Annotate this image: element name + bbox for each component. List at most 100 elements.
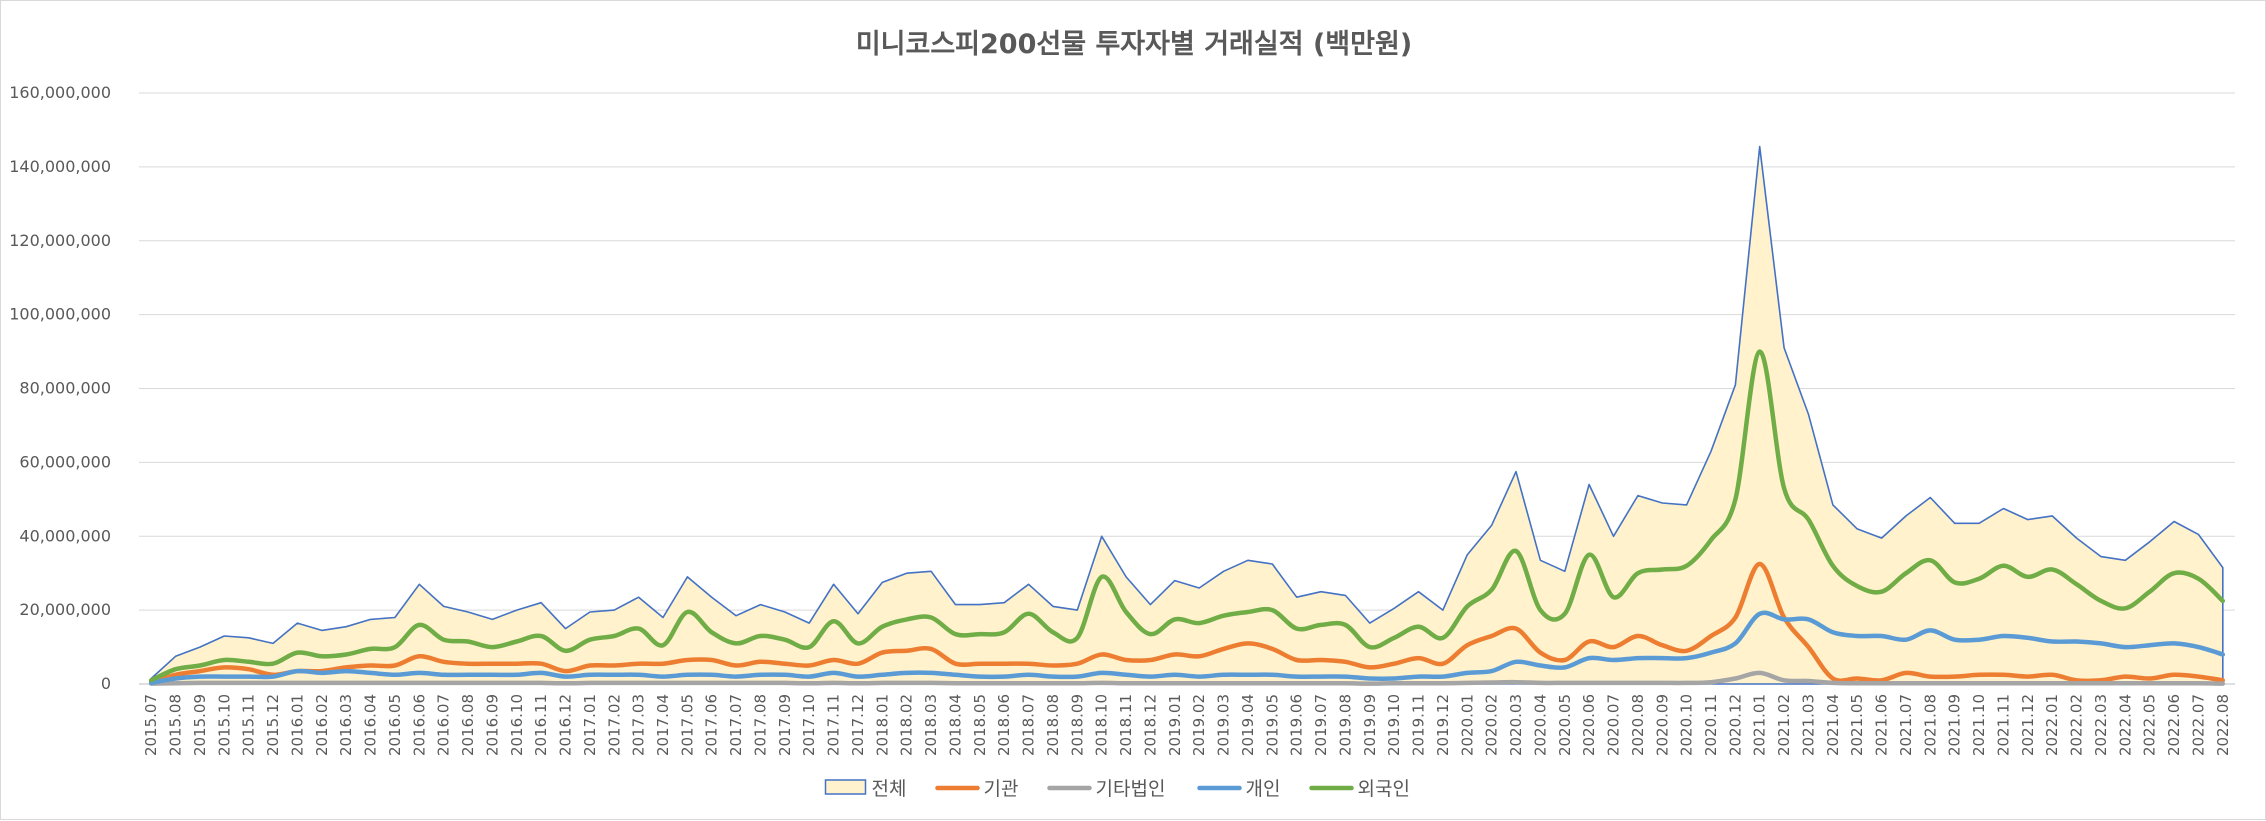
legend-label: 개인 <box>1246 778 1281 800</box>
x-tick-label: 2019.01 <box>1166 694 1184 756</box>
series-line <box>148 610 2226 686</box>
y-tick-label: 100,000,000 <box>9 305 111 324</box>
x-tick-label: 2019.11 <box>1410 694 1428 756</box>
x-tick-label: 2019.04 <box>1239 694 1257 756</box>
x-tick-label: 2021.07 <box>1897 694 1915 756</box>
x-tick-label: 2020.12 <box>1726 694 1744 756</box>
x-tick-label: 2016.06 <box>410 694 428 756</box>
y-tick-label: 60,000,000 <box>19 452 111 471</box>
legend-label: 기관 <box>984 778 1019 800</box>
x-tick-label: 2018.06 <box>995 694 1013 756</box>
x-tick-label: 2021.02 <box>1775 694 1793 756</box>
y-axis-labels: 0 20,000,000 40,000,000 60,000,000 80,000,00… <box>9 83 111 693</box>
x-tick-label: 2021.08 <box>1921 694 1939 756</box>
series-area-total <box>150 145 2224 685</box>
y-tick-label: 20,000,000 <box>19 600 111 619</box>
y-tick-label: 0 <box>101 674 111 693</box>
x-tick-label: 2017.05 <box>678 694 696 756</box>
x-tick-label: 2019.03 <box>1215 694 1233 756</box>
x-tick-label: 2022.04 <box>2116 694 2134 756</box>
x-tick-label: 2017.08 <box>751 694 769 756</box>
x-tick-label: 2017.06 <box>703 694 721 756</box>
x-tick-label: 2018.11 <box>1117 694 1135 756</box>
x-tick-label: 2018.07 <box>1020 694 1038 756</box>
x-tick-label: 2015.09 <box>191 694 209 756</box>
x-tick-label: 2016.07 <box>435 694 453 756</box>
x-tick-label: 2022.02 <box>2068 694 2086 756</box>
x-tick-label: 2016.10 <box>508 694 526 756</box>
x-tick-label: 2015.08 <box>167 694 185 756</box>
x-tick-label: 2016.09 <box>483 694 501 756</box>
x-tick-label: 2021.05 <box>1848 694 1866 756</box>
x-tick-label: 2021.06 <box>1873 694 1891 756</box>
x-tick-label: 2019.02 <box>1190 694 1208 756</box>
legend-item: 외국인 <box>1309 778 1410 800</box>
x-tick-label: 2021.03 <box>1799 694 1817 756</box>
x-tick-label: 2018.03 <box>922 694 940 756</box>
x-tick-label: 2021.11 <box>1994 694 2012 756</box>
x-tick-label: 2020.02 <box>1483 694 1501 756</box>
series-line <box>148 561 2226 685</box>
x-tick-label: 2019.05 <box>1263 694 1281 756</box>
x-tick-label: 2020.10 <box>1678 694 1696 756</box>
x-axis-labels: 2015.07 2015.08 2015.09 2015.10 2015.11 2015.… <box>142 694 2232 756</box>
x-tick-label: 2016.04 <box>362 694 380 756</box>
legend: 전체 기관 기타법인 개인 외국인 <box>824 778 1410 800</box>
x-tick-label: 2016.05 <box>386 694 404 756</box>
x-tick-label: 2020.07 <box>1605 694 1623 756</box>
x-tick-label: 2017.12 <box>849 694 867 756</box>
legend-item: 개인 <box>1197 778 1281 800</box>
x-tick-label: 2018.12 <box>1141 694 1159 756</box>
x-tick-label: 2018.02 <box>898 694 916 756</box>
x-tick-label: 2021.04 <box>1824 694 1842 756</box>
x-tick-label: 2017.02 <box>605 694 623 756</box>
x-tick-label: 2017.03 <box>630 694 648 756</box>
x-tick-label: 2016.11 <box>532 694 550 756</box>
gridlines <box>139 92 2235 685</box>
x-tick-label: 2015.11 <box>240 694 258 756</box>
x-tick-label: 2019.06 <box>1288 694 1306 756</box>
x-tick-label: 2021.01 <box>1751 694 1769 756</box>
y-tick-label: 120,000,000 <box>9 231 111 250</box>
x-tick-label: 2021.09 <box>1946 694 1964 756</box>
x-tick-label: 2017.11 <box>825 694 843 756</box>
x-tick-label: 2019.07 <box>1312 694 1330 756</box>
x-tick-label: 2019.09 <box>1361 694 1379 756</box>
x-tick-label: 2017.09 <box>776 694 794 756</box>
x-tick-label: 2016.02 <box>313 694 331 756</box>
x-tick-label: 2016.08 <box>459 694 477 756</box>
x-tick-label: 2018.09 <box>1068 694 1086 756</box>
x-tick-label: 2021.12 <box>2019 694 2037 756</box>
x-tick-label: 2018.05 <box>971 694 989 756</box>
x-tick-label: 2020.11 <box>1702 694 1720 756</box>
legend-swatch <box>824 779 867 795</box>
x-tick-label: 2022.08 <box>2214 694 2232 756</box>
x-tick-label: 2022.03 <box>2092 694 2110 756</box>
x-tick-label: 2019.08 <box>1336 694 1354 756</box>
x-tick-label: 2017.01 <box>581 694 599 756</box>
x-tick-label: 2020.09 <box>1653 694 1671 756</box>
legend-label: 기타법인 <box>1096 778 1166 800</box>
x-tick-label: 2015.07 <box>142 694 160 756</box>
legend-label: 외국인 <box>1358 778 1410 800</box>
x-tick-label: 2020.05 <box>1556 694 1574 756</box>
x-tick-label: 2018.08 <box>1044 694 1062 756</box>
x-tick-label: 2015.12 <box>264 694 282 756</box>
x-tick-label: 2016.01 <box>288 694 306 756</box>
x-tick-label: 2017.04 <box>654 694 672 756</box>
series-area <box>150 145 2224 685</box>
x-tick-label: 2020.01 <box>1458 694 1476 756</box>
y-tick-label: 160,000,000 <box>9 83 111 102</box>
x-tick-label: 2019.10 <box>1385 694 1403 756</box>
x-tick-label: 2018.10 <box>1093 694 1111 756</box>
x-tick-label: 2022.06 <box>2165 694 2183 756</box>
x-tick-label: 2020.06 <box>1580 694 1598 756</box>
x-tick-label: 2017.10 <box>800 694 818 756</box>
x-tick-label: 2022.01 <box>2043 694 2061 756</box>
x-tick-label: 2022.07 <box>2189 694 2207 756</box>
series-lines <box>148 349 2226 686</box>
y-tick-label: 140,000,000 <box>9 157 111 176</box>
legend-item: 기타법인 <box>1047 778 1166 800</box>
x-tick-label: 2021.10 <box>1970 694 1988 756</box>
